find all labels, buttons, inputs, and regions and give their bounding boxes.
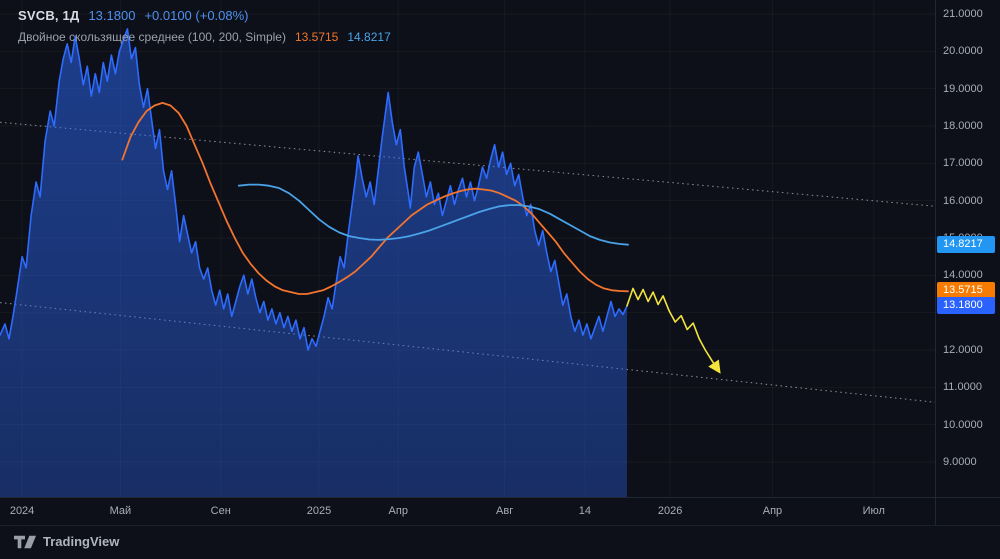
price-badge: 13.1800	[937, 296, 995, 314]
price-axis-label: 12.0000	[943, 344, 983, 356]
price-axis-label: 11.0000	[943, 381, 982, 394]
time-axis-label: 2025	[306, 505, 332, 517]
time-axis-label: 2024	[9, 505, 35, 517]
price-badge: 13.5715	[937, 282, 995, 300]
symbol-legend-row: SVCB, 1Д 13.1800 +0.0100 (+0.08%)	[18, 8, 391, 23]
indicator-value-slow: 14.8217	[347, 30, 391, 44]
ma-200-line[interactable]	[237, 183, 629, 246]
price-area-fill	[0, 28, 627, 497]
price-axis[interactable]: 21.0000 20.0000 19.0000 18.0000 17.0000 16.00…	[935, 0, 1000, 525]
price-line[interactable]	[0, 28, 628, 351]
last-price: 13.1800	[88, 8, 136, 23]
time-axis[interactable]: 2024 Май Сен 2025 Апр Авг 14 2026 Апр Июл	[0, 497, 1000, 526]
price-badge: 14.8217	[937, 235, 995, 253]
bottom-bar: TradingView	[0, 525, 1000, 559]
price-change: +0.0100 (+0.08%)	[144, 8, 249, 23]
price-axis-label: 21.0000	[943, 8, 983, 20]
projection-line[interactable]	[626, 287, 721, 374]
time-axis-label: Июл	[862, 505, 885, 517]
price-axis-label: 19.0000	[943, 82, 983, 95]
indicator-value-fast: 13.5715	[294, 30, 339, 44]
indicator-title[interactable]: Двойное скользящее среднее (100, 200, Si…	[18, 30, 286, 44]
time-axis-label: 2026	[657, 505, 683, 517]
price-axis-label: 20.0000	[943, 45, 983, 58]
tradingview-logo[interactable]: TradingView	[14, 534, 119, 549]
price-axis-label: 17.0000	[943, 157, 983, 170]
time-axis-label: Апр	[762, 505, 783, 517]
time-axis-label: 14	[578, 505, 591, 517]
time-axis-label: Апр	[388, 505, 408, 517]
indicator-legend-row: Двойное скользящее среднее (100, 200, Si…	[18, 30, 391, 44]
price-axis-label: 18.0000	[943, 120, 983, 132]
tradingview-logo-icon	[14, 535, 36, 549]
price-axis-label: 9.0000	[943, 456, 977, 468]
price-chart-canvas[interactable]	[0, 0, 935, 497]
price-axis-label: 16.0000	[943, 194, 983, 207]
tradingview-logo-text: TradingView	[43, 534, 120, 549]
time-axis-label: Сен	[210, 505, 231, 517]
chart-pane[interactable]: SVCB, 1Д 13.1800 +0.0100 (+0.08%) Двойно…	[0, 0, 935, 497]
price-axis-label: 10.0000	[943, 418, 983, 431]
ma-100-line[interactable]	[121, 102, 629, 295]
time-axis-label: Авг	[496, 505, 514, 517]
time-axis-label: Май	[109, 505, 132, 517]
price-axis-label: 14.0000	[943, 269, 983, 282]
symbol-title[interactable]: SVCB, 1Д	[18, 8, 80, 23]
legend: SVCB, 1Д 13.1800 +0.0100 (+0.08%) Двойно…	[18, 8, 391, 51]
